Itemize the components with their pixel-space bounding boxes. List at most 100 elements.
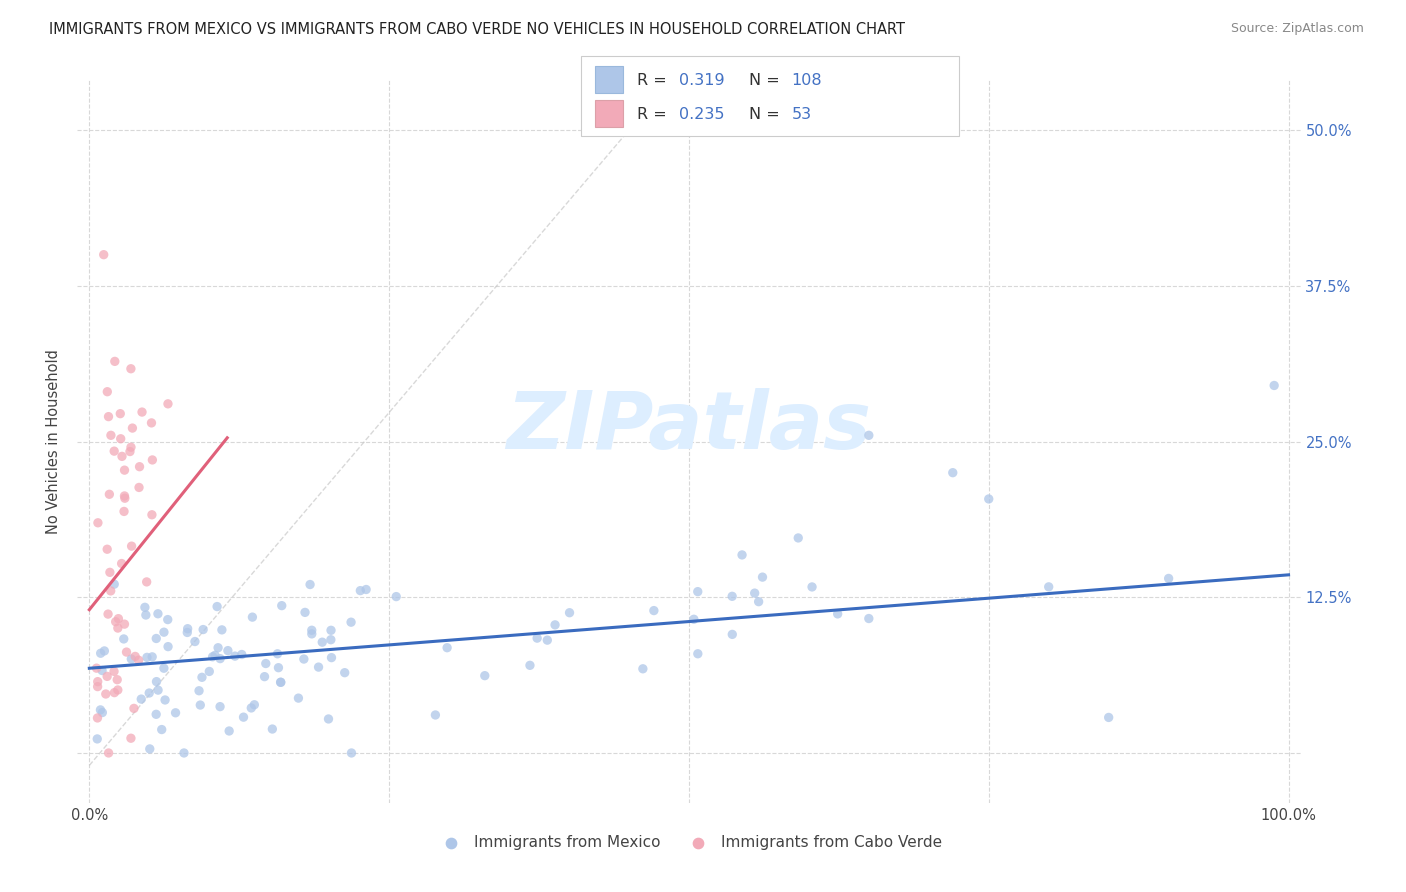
Text: 108: 108	[792, 73, 823, 87]
Point	[131, 405, 153, 419]
Point	[721, 627, 744, 641]
Point	[120, 652, 142, 666]
Point	[115, 645, 138, 659]
Point	[176, 625, 198, 640]
Text: N =: N =	[749, 73, 786, 87]
Point	[128, 653, 150, 667]
Point	[135, 574, 157, 589]
Point	[100, 583, 122, 598]
Text: R =: R =	[637, 73, 672, 87]
Point	[744, 586, 766, 600]
Point	[86, 731, 108, 746]
Point	[87, 516, 110, 530]
Point	[224, 649, 246, 664]
Point	[751, 570, 773, 584]
Point	[121, 539, 143, 553]
Point	[340, 746, 363, 760]
Point	[243, 698, 266, 712]
Point	[319, 624, 342, 638]
Y-axis label: No Vehicles in Household: No Vehicles in Household	[46, 349, 62, 534]
Point	[270, 675, 292, 690]
Point	[188, 698, 211, 712]
Point	[270, 599, 292, 613]
Point	[349, 583, 371, 598]
Point	[299, 577, 322, 591]
Point	[86, 674, 108, 689]
Point	[1038, 580, 1060, 594]
Point	[94, 687, 117, 701]
Text: 53: 53	[792, 107, 811, 121]
Point	[86, 661, 108, 675]
Point	[141, 649, 163, 664]
Point	[111, 450, 134, 464]
Point	[209, 651, 232, 665]
Point	[111, 557, 134, 571]
Point	[122, 701, 145, 715]
Point	[184, 634, 207, 648]
Text: Source: ZipAtlas.com: Source: ZipAtlas.com	[1230, 22, 1364, 36]
Point	[110, 407, 132, 421]
Point	[145, 632, 167, 646]
Point	[191, 623, 214, 637]
Point	[1263, 378, 1285, 392]
Point	[96, 384, 118, 399]
Point	[103, 577, 125, 591]
Point	[240, 701, 263, 715]
Point	[114, 491, 136, 506]
Point	[801, 580, 824, 594]
Point	[292, 652, 315, 666]
Point	[107, 621, 129, 635]
Point	[643, 604, 665, 618]
Point	[153, 625, 176, 640]
Point	[176, 622, 198, 636]
Point	[519, 658, 541, 673]
Point	[544, 618, 567, 632]
Point	[270, 675, 292, 690]
Point	[103, 685, 125, 699]
Point	[156, 613, 179, 627]
Point	[217, 643, 239, 657]
Point	[474, 668, 496, 682]
Point	[683, 612, 706, 626]
Point	[253, 670, 276, 684]
Point	[145, 674, 167, 689]
Point	[120, 440, 142, 454]
Text: R =: R =	[637, 107, 672, 121]
Point	[354, 582, 377, 597]
Point	[91, 664, 114, 678]
Point	[103, 444, 125, 458]
Point	[141, 453, 163, 467]
Point	[333, 665, 356, 680]
Point	[120, 361, 142, 376]
Point	[1098, 710, 1121, 724]
Point	[242, 610, 264, 624]
Point	[211, 623, 233, 637]
Point	[128, 459, 150, 474]
Point	[128, 480, 150, 494]
Point	[110, 432, 132, 446]
Point	[536, 633, 558, 648]
Point	[748, 595, 770, 609]
Point	[631, 662, 654, 676]
Point	[112, 504, 135, 518]
Point	[146, 607, 169, 621]
Text: 0.235: 0.235	[679, 107, 724, 121]
Point	[104, 615, 127, 629]
Point	[385, 590, 408, 604]
Point	[146, 683, 169, 698]
Point	[118, 444, 141, 458]
Point	[100, 428, 122, 442]
Point	[942, 466, 965, 480]
Point	[124, 649, 146, 664]
Point	[107, 612, 129, 626]
Point	[204, 648, 226, 663]
Point	[858, 611, 880, 625]
Point	[262, 722, 284, 736]
Point	[787, 531, 810, 545]
Point	[139, 742, 162, 756]
Point	[97, 746, 120, 760]
Point	[294, 606, 316, 620]
Point	[340, 615, 363, 630]
Point	[153, 661, 176, 675]
Point	[232, 710, 254, 724]
